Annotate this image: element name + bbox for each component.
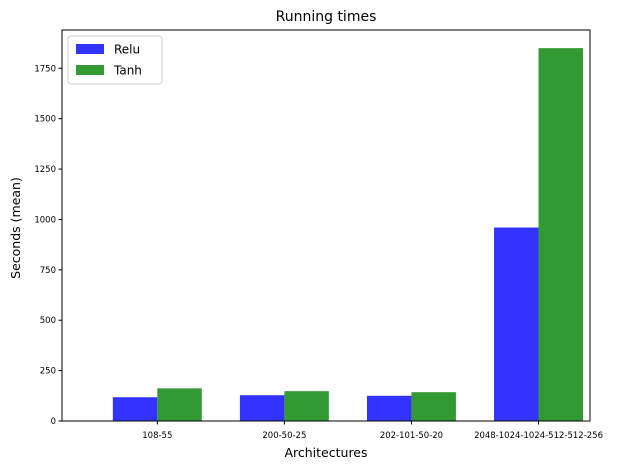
y-tick-label: 250	[40, 367, 56, 377]
y-tick-label: 0	[51, 417, 56, 427]
y-tick-label: 1000	[34, 215, 56, 225]
x-tick-label: 202-101-50-20	[380, 431, 443, 441]
y-tick-label: 750	[40, 266, 56, 276]
legend-swatch-tanh	[76, 65, 104, 75]
legend-label-relu: Relu	[114, 43, 140, 57]
bars-layer	[112, 48, 584, 422]
x-axis-label: Architectures	[284, 445, 367, 460]
x-tick-label: 200-50-25	[262, 431, 306, 441]
legend: Relu Tanh	[67, 35, 163, 85]
bar-tanh-3	[411, 392, 456, 421]
bar-tanh-2	[284, 391, 329, 421]
bar-relu-2	[239, 395, 285, 421]
plot-frame	[61, 29, 591, 422]
y-tick-label: 1500	[34, 115, 56, 125]
y-tick-label: 1250	[34, 165, 56, 175]
bar-relu-4	[494, 227, 539, 421]
legend-label-tanh: Tanh	[113, 64, 142, 78]
y-tick-label: 500	[40, 316, 56, 326]
y-tick-label: 1750	[34, 64, 56, 74]
x-tick-label: 108-55	[142, 431, 172, 441]
x-tick-label: 2048-1024-1024-512-512-256	[474, 431, 603, 441]
bar-relu-1	[112, 397, 158, 421]
y-axis-label: Seconds (mean)	[8, 177, 23, 279]
bar-tanh-1	[157, 388, 202, 421]
bar-relu-3	[366, 395, 412, 421]
axes-layer: 0 250 500 750 1000 1250 1500 1750 108-55 200-50-2…	[34, 29, 603, 441]
bar-tanh-4	[538, 48, 584, 422]
chart-title: Running times	[276, 9, 377, 25]
legend-swatch-relu	[76, 44, 104, 54]
